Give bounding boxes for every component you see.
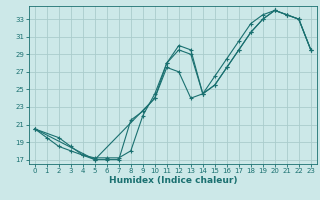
X-axis label: Humidex (Indice chaleur): Humidex (Indice chaleur) xyxy=(108,176,237,185)
